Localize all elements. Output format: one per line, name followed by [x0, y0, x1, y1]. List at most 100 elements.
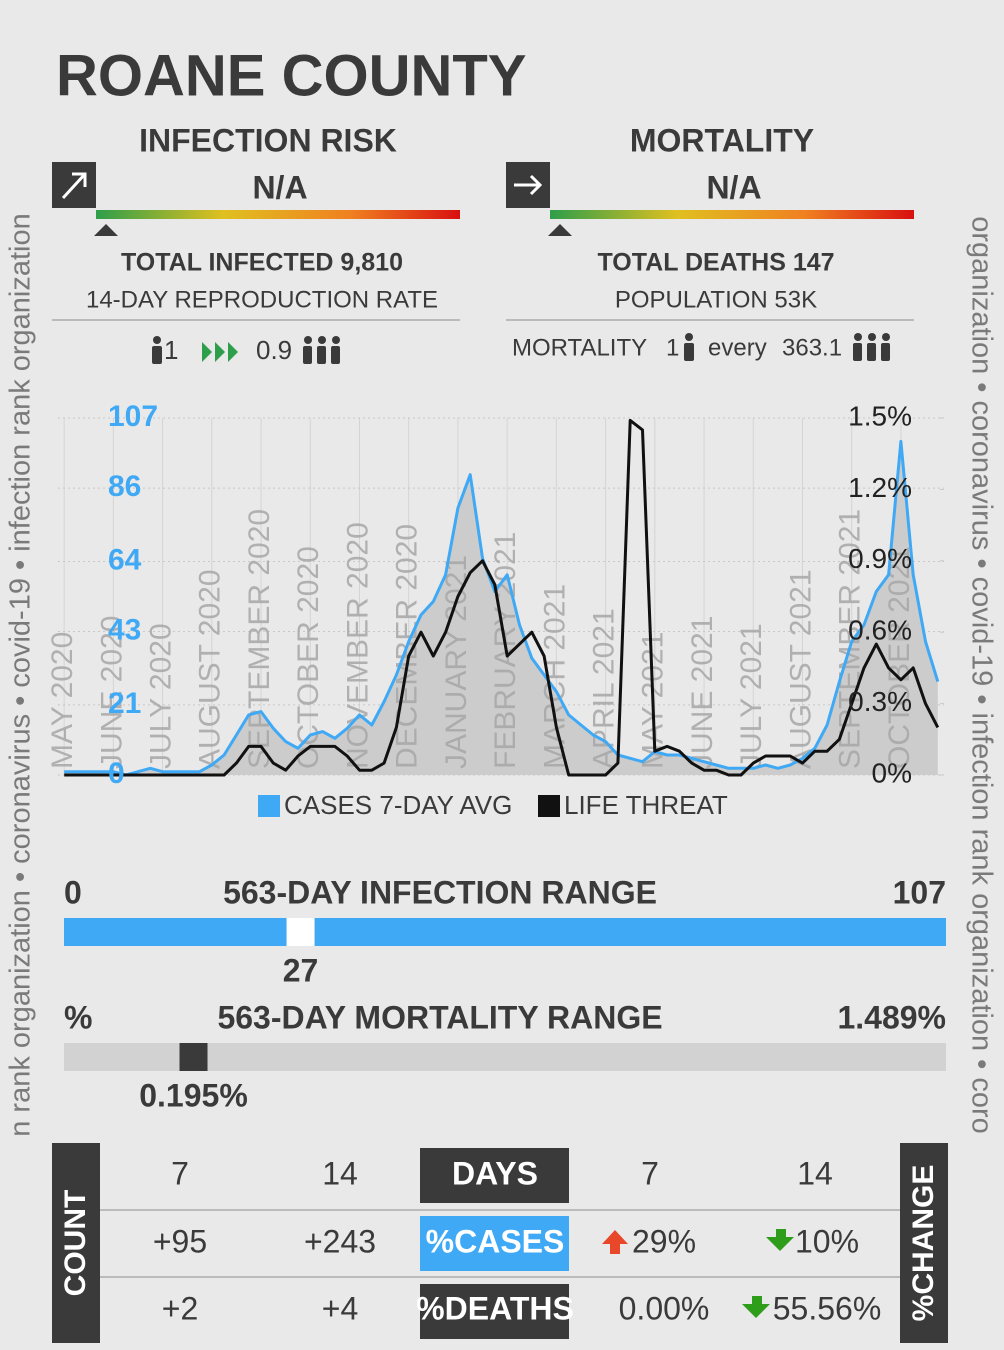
- people-icon: [303, 336, 340, 364]
- y-tick-label: 86: [108, 470, 141, 503]
- person-icon: [684, 333, 694, 361]
- range-track: [64, 918, 946, 946]
- x-tick-label: JANUARY 2021: [440, 555, 473, 769]
- rate-from: 1: [666, 334, 679, 361]
- table-cell: %CASES: [426, 1223, 565, 1259]
- table-header: 7: [171, 1155, 189, 1191]
- range-track: [64, 1043, 946, 1071]
- legend-swatch: [538, 795, 560, 817]
- x-tick-label: NOVEMBER 2020: [341, 522, 374, 769]
- table-cell: +243: [304, 1223, 376, 1259]
- title: ROANE COUNTY: [56, 43, 526, 108]
- y-tick-label: 21: [108, 687, 141, 720]
- chart: MAY 2020 JUNE 2020 JULY 2020 AUGUST 2020 SEP…: [46, 400, 944, 820]
- y-tick-label: 107: [108, 400, 158, 433]
- risk-pointer: [94, 224, 118, 236]
- table-cell: 29%: [632, 1223, 696, 1259]
- row-label: COUNT: [59, 1190, 92, 1297]
- rate-arrows: [202, 342, 238, 362]
- y-tick-label: 43: [108, 613, 141, 646]
- legend-label: CASES 7-DAY AVG: [284, 790, 512, 820]
- rate-from: 1: [164, 335, 178, 365]
- y2-tick-label: 1.2%: [848, 472, 912, 503]
- col-label: %CHANGE: [907, 1165, 940, 1322]
- table-cell: 10%: [795, 1223, 859, 1259]
- down-arrow: [766, 1229, 794, 1251]
- population: POPULATION 53K: [615, 286, 817, 313]
- x-tick-label: AUGUST 2020: [194, 569, 227, 769]
- deaths-box: [420, 1284, 569, 1339]
- watermark-left: n rank organization • coronavirus • covi…: [5, 213, 37, 1137]
- series-area: [64, 441, 938, 775]
- range-min: %: [64, 999, 92, 1035]
- x-tick-label: JULY 2020: [145, 623, 178, 769]
- table-cell: +2: [162, 1290, 198, 1326]
- total: TOTAL DEATHS 147: [597, 249, 834, 277]
- table-header: 7: [641, 1155, 659, 1191]
- y2-tick-label: 0%: [872, 757, 912, 788]
- range-title: 563-DAY MORTALITY RANGE: [217, 999, 662, 1035]
- people-icon: [853, 333, 890, 361]
- table: 7 14 DAYS 7 14 +95 +243 %CASES 29% 10% +2 +4 %DEATHS…: [153, 1155, 881, 1326]
- x-tick-label: MAY 2020: [46, 632, 79, 769]
- x-tick-label: SEPTEMBER 2020: [243, 509, 276, 769]
- range-title: 563-DAY INFECTION RANGE: [223, 874, 657, 910]
- legend-swatch: [258, 795, 280, 817]
- total: TOTAL INFECTED 9,810: [121, 249, 403, 277]
- trend-arrow: [61, 172, 87, 200]
- table-header: DAYS: [452, 1155, 538, 1191]
- rate-label: MORTALITY: [512, 334, 647, 361]
- risk-bar: [550, 210, 914, 219]
- table-cell: +4: [322, 1290, 358, 1326]
- up-arrow: [602, 1230, 628, 1254]
- person-icon: [152, 336, 162, 364]
- cases-box: [420, 1216, 569, 1271]
- trend-arrow: [514, 174, 543, 196]
- watermark-right: organization • coronavirus • covid-19 • …: [965, 216, 997, 1134]
- range-value: 0.195%: [139, 1077, 248, 1113]
- series-line: [64, 439, 940, 777]
- range-value: 27: [283, 952, 319, 988]
- table-header: 14: [797, 1155, 833, 1191]
- x-tick-label: OCTOBER 2021: [883, 546, 916, 769]
- y2-tick-label: 0.3%: [848, 686, 912, 717]
- rate-label: 14-DAY REPRODUCTION RATE: [86, 286, 438, 313]
- risk-level: N/A: [706, 169, 761, 205]
- table-header: 14: [322, 1155, 358, 1191]
- row-label-box: [52, 1143, 100, 1343]
- range-min: 0: [64, 874, 82, 910]
- days-box: [420, 1148, 569, 1203]
- x-tick-label: JUNE 2020: [95, 616, 128, 769]
- table-cell: +95: [153, 1223, 207, 1259]
- risk-bar: [96, 210, 460, 219]
- range-max: 1.489%: [837, 999, 946, 1035]
- legend-label: LIFE THREAT: [564, 790, 728, 820]
- rate-to: 363.1: [782, 334, 842, 361]
- rate-to: 0.9: [256, 335, 292, 365]
- table-cell: 0.00%: [619, 1290, 710, 1326]
- panel-heading: INFECTION RISK: [139, 122, 397, 158]
- y-tick-label: 64: [108, 543, 142, 576]
- down-arrow: [742, 1296, 770, 1318]
- table-cell: 55.56%: [773, 1290, 882, 1326]
- col-label-box: [900, 1143, 948, 1343]
- range-marker: [179, 1043, 208, 1071]
- risk-pointer: [548, 224, 572, 236]
- y-tick-label: 0: [108, 757, 125, 790]
- table-cell: %DEATHS: [416, 1290, 574, 1326]
- y2-tick-label: 1.5%: [848, 400, 912, 431]
- y2-tick-label: 0.6%: [848, 615, 912, 646]
- y2-tick-label: 0.9%: [848, 543, 912, 574]
- panel-heading: MORTALITY: [630, 122, 814, 158]
- range-marker: [286, 918, 315, 946]
- series-line: [64, 418, 940, 777]
- range-max: 107: [893, 874, 946, 910]
- x-tick-label: JUNE 2021: [686, 616, 719, 769]
- x-tick-label: AUGUST 2021: [784, 569, 817, 769]
- x-tick-label: APRIL 2021: [588, 608, 621, 769]
- x-tick-label: JULY 2021: [735, 623, 768, 769]
- x-tick-label: SEPTEMBER 2021: [834, 509, 867, 769]
- ranges: 0 563-DAY INFECTION RANGE 107 27% 563-DAY MO…: [64, 874, 946, 1113]
- risk-level: N/A: [252, 169, 307, 205]
